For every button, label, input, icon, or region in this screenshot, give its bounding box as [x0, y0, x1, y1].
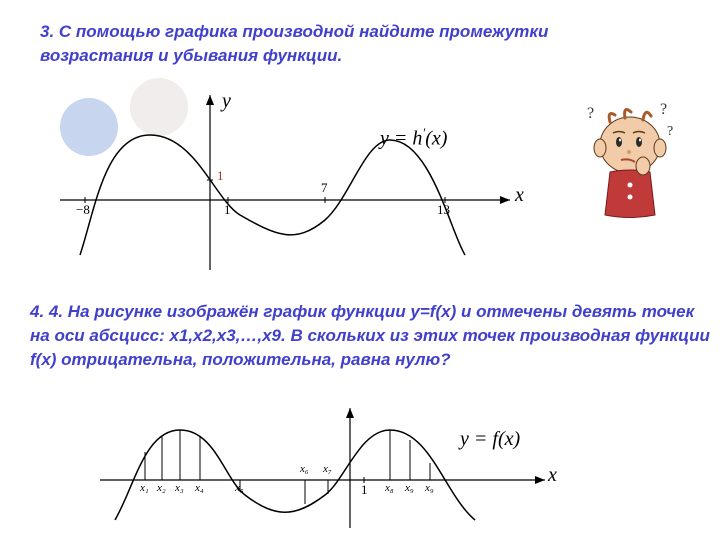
- graph1-tick-13: 13: [437, 202, 450, 218]
- graph1-tick-7: 7: [321, 180, 328, 196]
- graph2-x1: x₁: [140, 482, 149, 494]
- graph1-ylabel: y: [222, 90, 231, 113]
- graph2-x4: x₄: [195, 482, 204, 494]
- graph2-x6: x₆: [300, 463, 309, 475]
- svg-text:?: ?: [587, 105, 594, 122]
- graph1-equation: y = h′(x): [380, 125, 447, 151]
- svg-text:?: ?: [660, 101, 667, 118]
- graph2-x9: x₉: [405, 482, 414, 494]
- graph2-xlabel: x: [548, 464, 557, 487]
- graph2-tick-1: 1: [361, 482, 368, 498]
- graph1-tick-1y: 1: [217, 168, 224, 184]
- graph1-tick-1x: 1: [224, 202, 231, 218]
- graph1: y x 1 1 −8 7 13: [50, 80, 530, 280]
- svg-text:?: ?: [667, 124, 673, 139]
- graph2: x 1 x₁ x₂ x₃ x₄ x₅ x₆ x₇ x₈ x₉ x₉: [90, 400, 560, 535]
- graph1-tick-neg8: −8: [76, 202, 90, 218]
- thinking-cartoon: ? ? ?: [585, 100, 675, 225]
- problem4-text: 4. 4. На рисунке изображён график функци…: [30, 300, 710, 371]
- graph2-x3: x₃: [175, 482, 184, 494]
- graph2-x9b: x₉: [425, 482, 434, 494]
- graph2-x5: x₅: [235, 482, 244, 494]
- graph2-equation: y = f(x): [460, 428, 520, 451]
- graph2-x8: x₈: [385, 482, 394, 494]
- graph2-x7: x₇: [323, 463, 332, 475]
- graph2-x2: x₂: [157, 482, 166, 494]
- problem3-text: 3. С помощью графика производной найдите…: [40, 20, 600, 68]
- graph1-xlabel: x: [515, 184, 524, 207]
